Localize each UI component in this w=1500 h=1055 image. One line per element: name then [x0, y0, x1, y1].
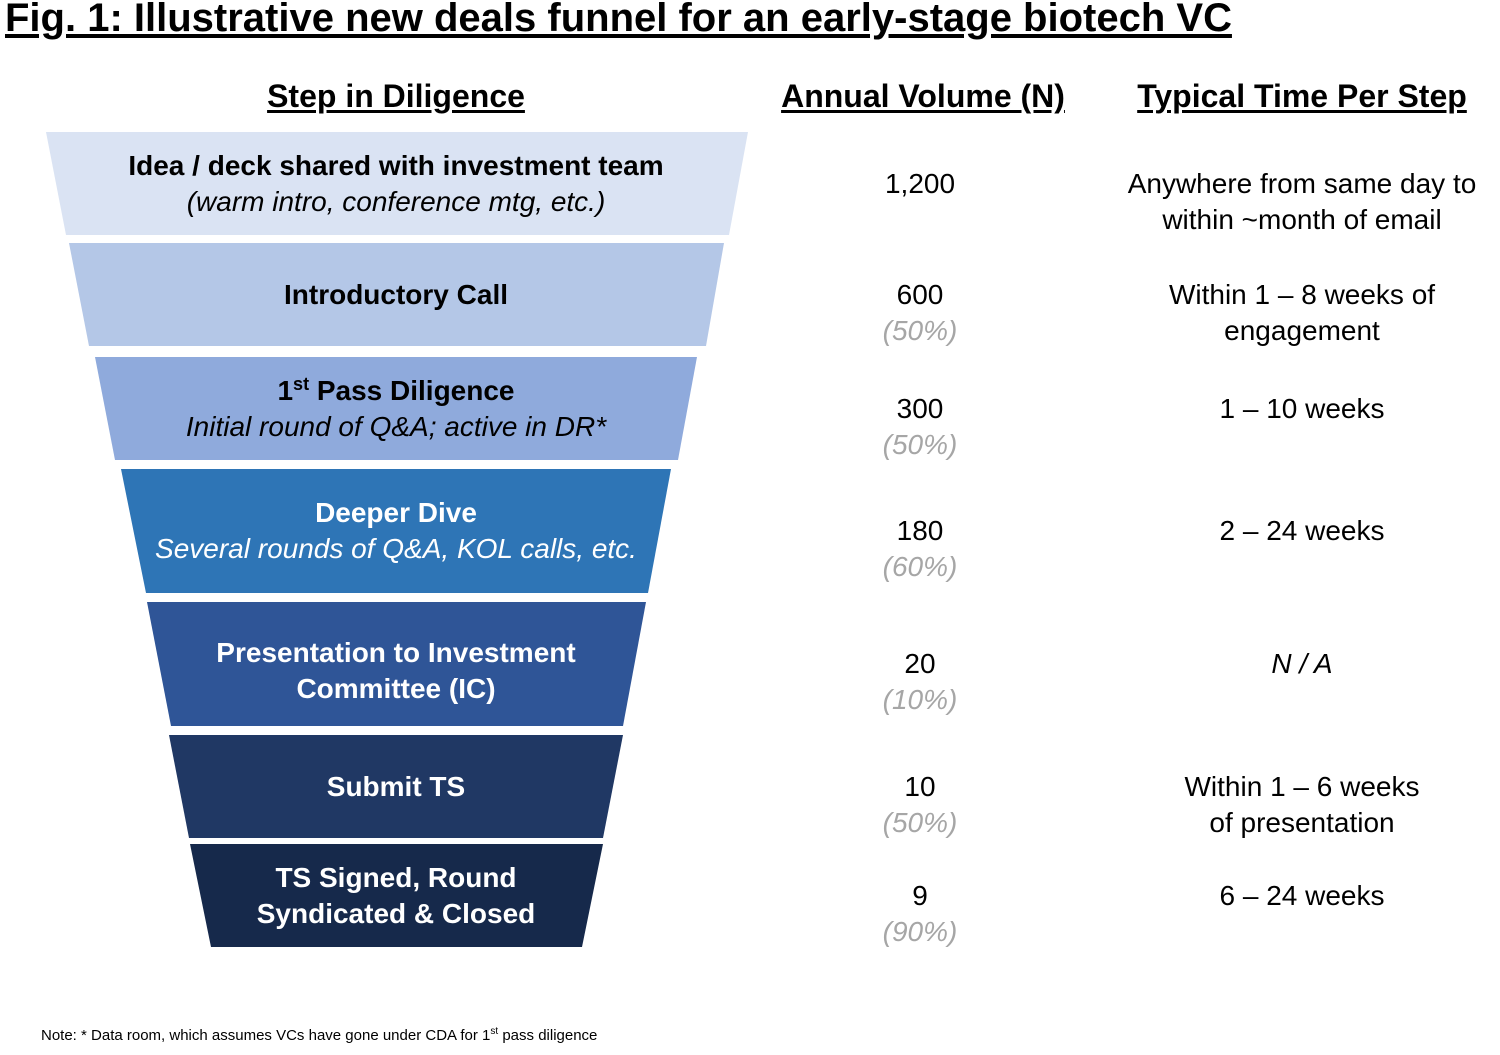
time-stage-4: 2 – 24 weeks: [1220, 513, 1385, 549]
volume-value: 600: [896, 279, 944, 310]
funnel-stage-4-shape: [121, 469, 671, 593]
volume-stage-3: 300 (50%): [883, 391, 958, 463]
volume-percent: (50%): [882, 807, 958, 838]
footnote: Note: * Data room, which assumes VCs hav…: [41, 1026, 598, 1045]
volume-value: 20: [904, 648, 936, 679]
time-stage-1: Anywhere from same day to within ~month …: [1128, 166, 1477, 238]
stage-7-name-line-2: Syndicated & Closed: [256, 898, 536, 929]
time-stage-3: 1 – 10 weeks: [1220, 391, 1385, 427]
volume-percent: (60%): [882, 551, 958, 582]
volume-stage-5: 20 (10%): [883, 646, 958, 718]
time-stage-2: Within 1 – 8 weeks of engagement: [1169, 277, 1435, 349]
volume-percent: (50%): [882, 315, 958, 346]
time-line: of presentation: [1209, 807, 1395, 838]
volume-stage-7: 9 (90%): [883, 878, 958, 950]
time-line: Within 1 – 8 weeks of: [1168, 279, 1436, 310]
volume-stage-2: 600 (50%): [883, 277, 958, 349]
volume-percent: (50%): [882, 429, 958, 460]
volume-percent: (90%): [882, 916, 958, 947]
funnel-stage-2-shape: [69, 243, 724, 346]
funnel-stage-3-shape: [95, 357, 697, 460]
time-line: N / A: [1271, 648, 1333, 679]
volume-stage-6: 10 (50%): [883, 769, 958, 841]
funnel-stage-6-shape: [169, 735, 623, 838]
volume-value: 180: [896, 515, 944, 546]
stage-3-subtitle: Initial round of Q&A; active in DR*: [185, 411, 607, 442]
time-line: within ~month of email: [1162, 204, 1442, 235]
stage-1-subtitle: (warm intro, conference mtg, etc.): [186, 186, 606, 217]
time-line: 1 – 10 weeks: [1219, 393, 1385, 424]
funnel-stage-6-label: Submit TS: [327, 769, 465, 805]
stage-7-name-line-1: TS Signed, Round: [275, 862, 517, 893]
time-stage-6: Within 1 – 6 weeks of presentation: [1185, 769, 1420, 841]
time-stage-7: 6 – 24 weeks: [1220, 878, 1385, 914]
time-line: 2 – 24 weeks: [1219, 515, 1385, 546]
volume-percent: (10%): [882, 684, 958, 715]
figure-title: Fig. 1: Illustrative new deals funnel fo…: [5, 0, 1232, 40]
funnel-stage-2-label: Introductory Call: [284, 277, 508, 313]
funnel-stage-4-label: Deeper Dive Several rounds of Q&A, KOL c…: [155, 495, 637, 567]
stage-1-name: Idea / deck shared with investment team: [128, 150, 664, 181]
funnel-stage-5-shape: [147, 602, 646, 726]
funnel-stage-5-label: Presentation to Investment Committee (IC…: [216, 635, 575, 707]
time-line: 6 – 24 weeks: [1219, 880, 1385, 911]
time-line: Anywhere from same day to: [1127, 168, 1477, 199]
funnel-stage-1-label: Idea / deck shared with investment team …: [128, 148, 663, 220]
funnel-stage-1-shape: [46, 132, 748, 235]
stage-4-name: Deeper Dive: [315, 497, 477, 528]
stage-5-name-line-2: Committee (IC): [296, 673, 496, 704]
stage-2-name: Introductory Call: [283, 279, 509, 310]
stage-3-name: 1st Pass Diligence: [277, 374, 515, 406]
time-stage-5: N / A: [1271, 646, 1332, 682]
volume-value: 300: [896, 393, 944, 424]
time-line: engagement: [1224, 315, 1380, 346]
volume-value: 1,200: [884, 168, 956, 199]
volume-stage-4: 180 (60%): [883, 513, 958, 585]
volume-stage-1: 1,200: [885, 166, 955, 202]
stage-4-subtitle: Several rounds of Q&A, KOL calls, etc.: [155, 533, 637, 564]
header-typical-time: Typical Time Per Step: [1137, 78, 1467, 114]
header-step-in-diligence: Step in Diligence: [267, 78, 525, 114]
stage-6-name: Submit TS: [326, 771, 466, 802]
volume-value: 9: [912, 880, 928, 911]
stage-5-name-line-1: Presentation to Investment: [216, 637, 576, 668]
header-annual-volume: Annual Volume (N): [781, 78, 1065, 114]
funnel-stage-7-shape: [190, 844, 603, 947]
funnel-stage-3-label: 1st Pass Diligence Initial round of Q&A;…: [186, 373, 606, 445]
time-line: Within 1 – 6 weeks: [1184, 771, 1420, 802]
funnel-stage-7-label: TS Signed, Round Syndicated & Closed: [257, 860, 536, 932]
volume-value: 10: [904, 771, 936, 802]
